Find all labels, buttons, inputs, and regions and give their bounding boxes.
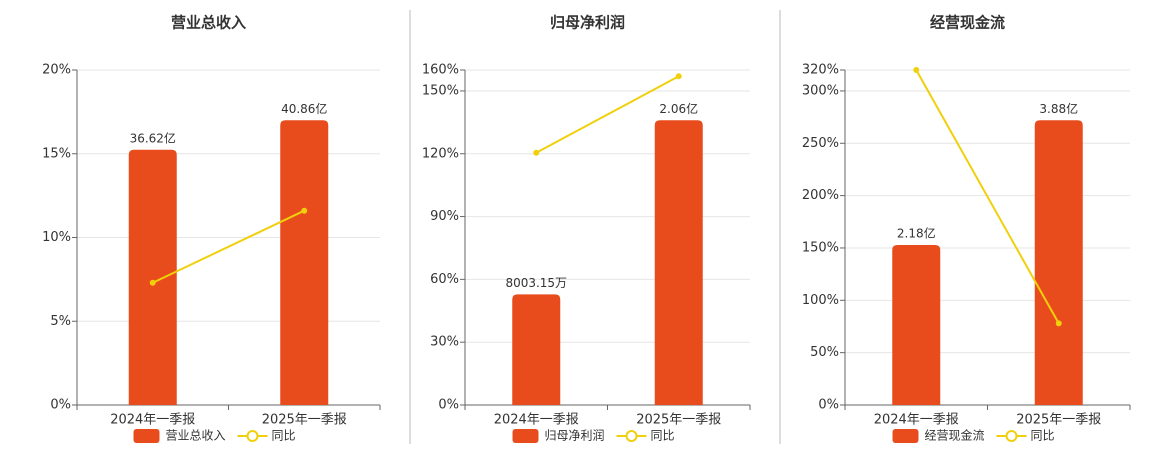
legend-label: 同比 [272, 429, 296, 443]
value-label: 2.18亿 [897, 226, 936, 241]
line-point [301, 207, 308, 214]
value-label: 40.86亿 [281, 101, 327, 116]
legend-label: 营业总收入 [166, 429, 226, 443]
y-tick-label: 0% [50, 398, 71, 413]
y-tick-label: 10% [42, 230, 71, 245]
legend-swatch [246, 430, 259, 442]
bar [512, 294, 561, 405]
legend-swatch [512, 429, 539, 443]
bar [128, 149, 177, 405]
bar [892, 245, 941, 405]
value-label: 8003.15万 [505, 276, 567, 290]
line-point [1055, 320, 1062, 327]
value-label: 2.06亿 [659, 101, 698, 116]
y-tick-label: 90% [430, 209, 459, 224]
y-tick-label: 300% [802, 83, 839, 98]
line-point [913, 67, 920, 73]
chart-title: 营业总收入 [171, 14, 246, 32]
x-tick-label: 2024年一季报 [874, 413, 959, 428]
y-tick-label: 250% [802, 136, 839, 151]
line [535, 75, 680, 154]
value-label: 3.88亿 [1039, 101, 1078, 116]
y-tick-label: 320% [802, 63, 839, 78]
chart-title: 归母净利润 [550, 14, 625, 32]
y-tick-label: 150% [802, 240, 839, 255]
bar [654, 120, 703, 405]
y-tick-label: 100% [802, 293, 839, 308]
bar [280, 120, 329, 405]
chart-title: 经营现金流 [930, 14, 1005, 32]
line [915, 69, 1060, 324]
y-tick-label: 0% [818, 398, 839, 413]
legend-label: 经营现金流 [925, 428, 985, 443]
x-tick-label: 2025年一季报 [1016, 413, 1101, 428]
y-tick-label: 150% [422, 83, 459, 98]
x-tick-label: 2025年一季报 [636, 413, 721, 428]
x-tick-label: 2024年一季报 [110, 413, 195, 428]
line-point [675, 73, 682, 80]
y-tick-label: 200% [802, 188, 839, 203]
y-tick-label: 30% [430, 335, 459, 350]
y-tick-label: 20% [42, 63, 71, 78]
y-tick-label: 5% [50, 314, 71, 329]
y-tick-label: 15% [42, 146, 71, 161]
line [152, 209, 305, 284]
legend-label: 同比 [651, 429, 675, 443]
legend-swatch [625, 430, 638, 442]
legend-label: 归母净利润 [545, 429, 605, 443]
y-tick-label: 0% [438, 398, 459, 413]
legend-label: 同比 [1031, 429, 1055, 443]
bar [1034, 120, 1083, 405]
line-point [533, 149, 540, 156]
legend-swatch [133, 429, 160, 443]
y-tick-label: 50% [810, 345, 839, 360]
x-tick-label: 2025年一季报 [262, 413, 347, 428]
y-tick-label: 60% [430, 272, 459, 287]
y-tick-label: 160% [422, 63, 459, 78]
value-label: 36.62亿 [130, 130, 176, 145]
legend-swatch [1005, 430, 1018, 442]
line-point [149, 279, 156, 286]
legend-swatch [892, 429, 919, 443]
y-tick-label: 120% [422, 146, 459, 161]
x-tick-label: 2024年一季报 [494, 413, 579, 428]
